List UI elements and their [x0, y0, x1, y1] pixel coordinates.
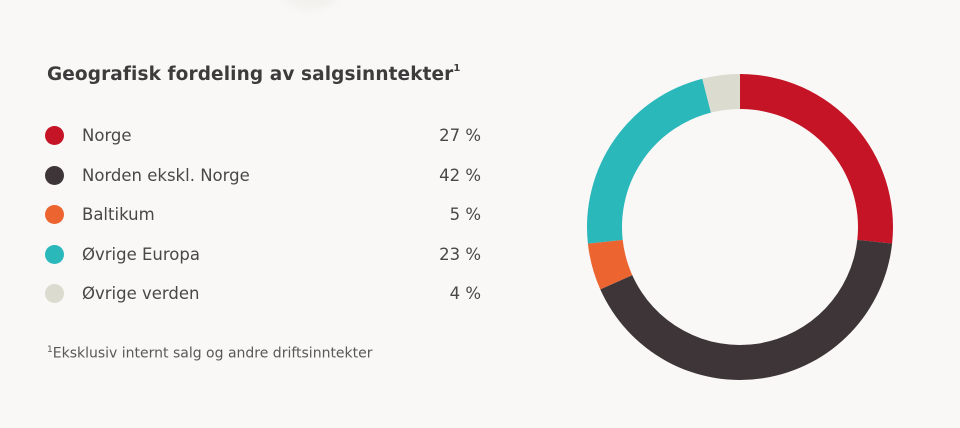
- legend-swatch-icon: [45, 126, 64, 146]
- donut-segment-øvrige-verden: [702, 74, 740, 113]
- legend-item-ovrige-europa: Øvrige Europa 23 %: [45, 235, 481, 275]
- legend-value: 5 %: [449, 205, 481, 225]
- donut-chart: [587, 74, 893, 380]
- legend-value: 23 %: [439, 244, 481, 264]
- chart-title: Geografisk fordeling av salgsinntekter1: [47, 62, 461, 85]
- legend-label: Norden ekskl. Norge: [82, 165, 250, 185]
- legend-value: 4 %: [449, 284, 481, 304]
- legend-value: 27 %: [439, 126, 481, 146]
- legend-swatch-icon: [45, 244, 64, 264]
- footnote-marker: 1: [47, 345, 53, 355]
- legend-swatch-icon: [45, 205, 64, 225]
- legend: Norge 27 % Norden ekskl. Norge 42 % Balt…: [45, 116, 481, 314]
- legend-label: Øvrige Europa: [82, 244, 200, 264]
- legend-label: Baltikum: [82, 205, 155, 225]
- footnote-text: Eksklusiv internt salg og andre driftsin…: [52, 345, 373, 362]
- chart-title-text: Geografisk fordeling av salgsinntekter: [47, 64, 454, 85]
- donut-segment-baltikum: [587, 239, 633, 290]
- legend-swatch-icon: [45, 284, 64, 304]
- legend-label: Norge: [82, 126, 132, 146]
- donut-segment-øvrige-europa: [587, 78, 711, 244]
- title-footnote-marker: 1: [453, 62, 461, 74]
- footnote: 1Eksklusiv internt salg og andre driftsi…: [47, 345, 373, 362]
- legend-value: 42 %: [439, 165, 481, 185]
- legend-item-baltikum: Baltikum 5 %: [45, 195, 481, 235]
- legend-item-norge: Norge 27 %: [45, 116, 481, 156]
- legend-item-norden: Norden ekskl. Norge 42 %: [45, 156, 481, 196]
- legend-label: Øvrige verden: [82, 284, 200, 304]
- legend-swatch-icon: [45, 165, 64, 185]
- donut-segment-norden-ekskl-norge: [600, 239, 893, 380]
- background-decoration: [280, 0, 340, 10]
- legend-item-ovrige-verden: Øvrige verden 4 %: [45, 274, 481, 314]
- donut-segment-norge: [740, 74, 893, 244]
